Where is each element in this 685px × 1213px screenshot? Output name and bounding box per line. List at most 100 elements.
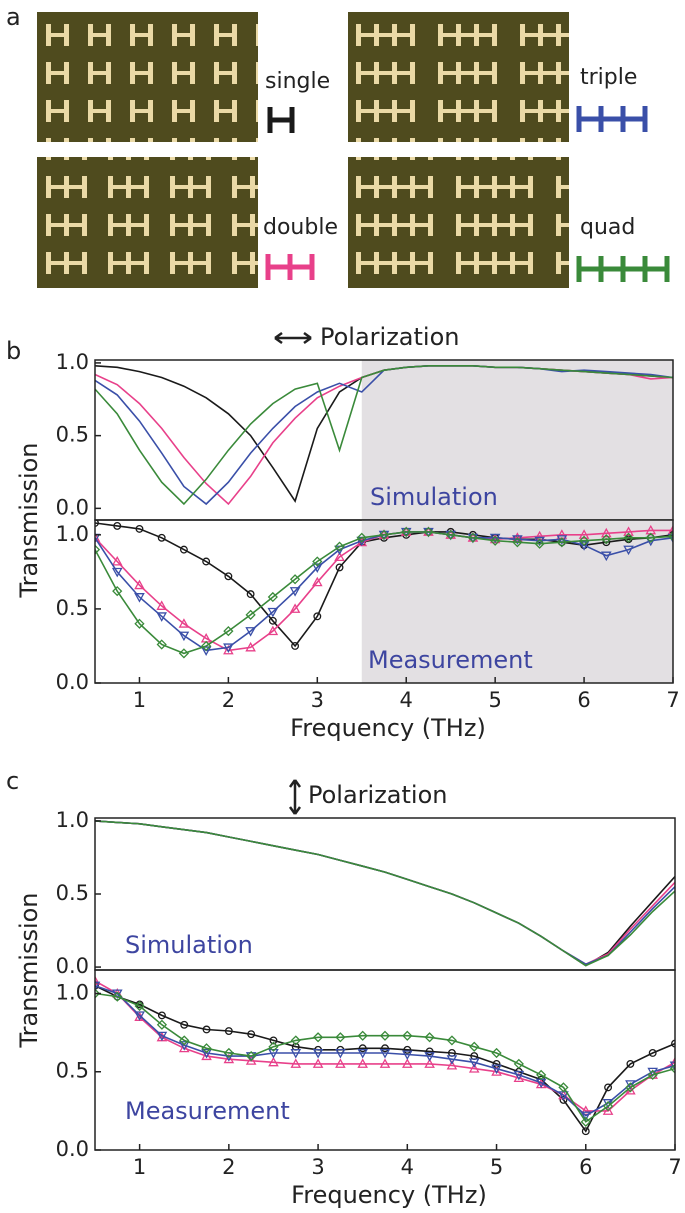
marker <box>446 1035 458 1046</box>
marker <box>223 626 234 637</box>
marker <box>245 641 256 652</box>
marker <box>245 627 256 637</box>
y-tick-label: 1.0 <box>56 808 89 832</box>
marker <box>245 609 256 620</box>
marker <box>156 639 167 650</box>
marker <box>578 541 590 551</box>
annotation: Measurement <box>368 646 533 674</box>
marker <box>156 612 167 622</box>
marker <box>223 644 234 655</box>
marker <box>201 1050 212 1061</box>
marker <box>268 616 277 625</box>
marker <box>401 526 412 537</box>
sample-icon <box>576 106 648 132</box>
marker <box>312 576 323 587</box>
marker <box>512 532 523 542</box>
polarization-arrow <box>288 779 302 815</box>
marker <box>312 1032 324 1043</box>
marker <box>356 532 367 543</box>
series-line <box>95 820 675 967</box>
marker <box>669 1063 675 1074</box>
marker <box>491 1047 502 1059</box>
x-axis-label: Frequency (THz) <box>290 714 486 742</box>
marker <box>626 1059 635 1068</box>
marker <box>671 1039 675 1048</box>
marker <box>95 988 101 999</box>
marker <box>469 1041 480 1052</box>
marker <box>178 1041 190 1051</box>
y-tick-label: 0.5 <box>56 596 89 620</box>
marker <box>156 600 167 610</box>
plot-area <box>95 820 675 967</box>
micrograph-pattern <box>348 157 569 288</box>
micrograph-pattern <box>37 12 258 142</box>
marker <box>378 529 390 540</box>
marker <box>178 631 190 642</box>
marker <box>267 591 278 603</box>
marker <box>134 579 145 590</box>
x-tick-label: 6 <box>577 688 590 712</box>
series-line <box>95 984 675 1133</box>
marker <box>580 1111 592 1122</box>
y-tick-label: 0.5 <box>56 423 89 447</box>
marker <box>180 1020 189 1029</box>
marker <box>580 1116 591 1127</box>
marker <box>468 1063 480 1073</box>
sample-label: double <box>263 215 338 240</box>
marker <box>95 533 101 544</box>
y-tick-label: 0.0 <box>56 1137 89 1161</box>
marker <box>648 1049 657 1057</box>
marker <box>134 1011 145 1021</box>
x-tick-label: 4 <box>400 688 413 712</box>
marker <box>402 1058 413 1068</box>
marker <box>290 1035 301 1046</box>
marker <box>289 587 301 597</box>
marker <box>200 646 212 656</box>
marker <box>559 1095 568 1104</box>
marker <box>202 557 211 566</box>
x-tick-label: 4 <box>401 1155 414 1179</box>
marker <box>513 1072 525 1083</box>
y-tick-label: 1.0 <box>56 350 89 374</box>
marker <box>312 1048 324 1059</box>
marker <box>156 1031 168 1042</box>
x-tick-label: 1 <box>133 688 146 712</box>
marker <box>513 1058 524 1070</box>
marker <box>556 537 567 548</box>
marker <box>558 1082 569 1093</box>
micrograph-pattern <box>348 12 569 142</box>
y-tick-label: 0.0 <box>56 670 89 694</box>
marker <box>468 1058 480 1068</box>
marker <box>402 1050 413 1061</box>
polarization-arrow <box>274 331 312 345</box>
marker <box>423 526 434 537</box>
marker <box>335 1058 346 1068</box>
marker <box>667 531 673 542</box>
marker <box>289 603 301 613</box>
marker <box>267 607 279 618</box>
marker <box>424 1058 435 1068</box>
marker <box>578 529 590 539</box>
marker <box>623 532 634 543</box>
marker <box>647 1069 658 1080</box>
marker <box>179 1035 190 1046</box>
marker <box>601 551 612 562</box>
marker <box>534 538 545 549</box>
marker <box>581 1127 590 1136</box>
marker <box>379 1030 391 1041</box>
micrographs <box>37 12 569 288</box>
marker <box>95 544 101 555</box>
y-axis-label: Transmission <box>15 442 43 598</box>
marker <box>445 529 456 540</box>
sample-label: quad <box>580 215 635 240</box>
marker <box>312 556 323 567</box>
marker <box>424 1052 435 1062</box>
x-tick-label: 5 <box>490 1155 503 1179</box>
marker <box>667 524 673 535</box>
marker <box>446 1059 458 1070</box>
marker <box>536 1069 547 1080</box>
marker <box>247 1030 256 1039</box>
marker <box>268 1056 279 1067</box>
marker <box>623 545 634 556</box>
marker <box>357 1058 368 1068</box>
